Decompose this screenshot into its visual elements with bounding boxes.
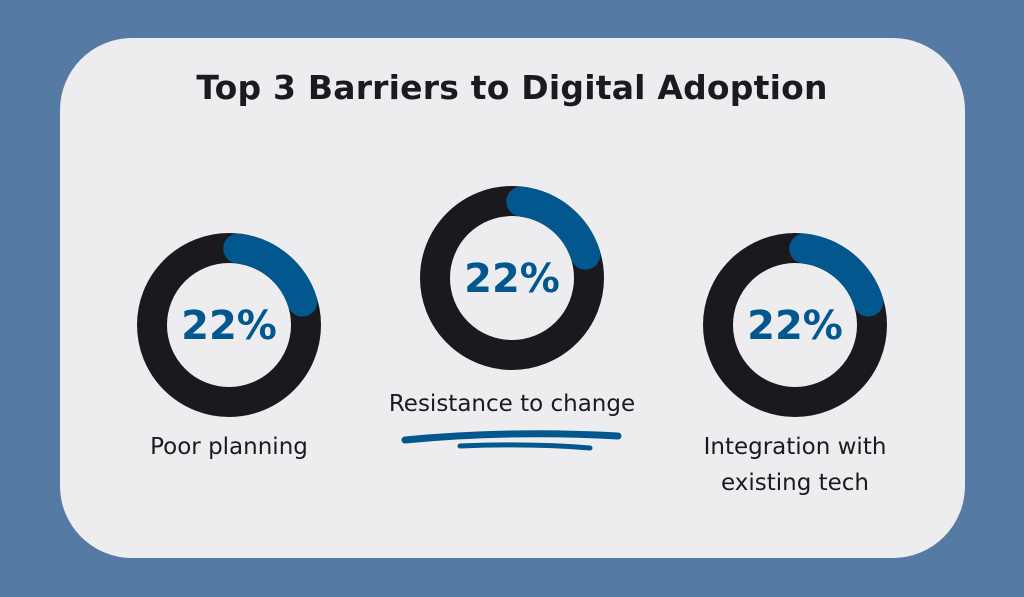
- label-line: Integration with: [703, 434, 887, 460]
- donut-value-arc: [506, 186, 601, 270]
- chart-title: Top 3 Barriers to Digital Adoption: [196, 68, 828, 107]
- underline-decoration: [401, 430, 622, 451]
- label-resistance-to-change: Resistance to change: [388, 391, 636, 417]
- card: [60, 38, 965, 558]
- donut-value-label: 22%: [181, 303, 277, 349]
- label-poor-planning: Poor planning: [150, 434, 308, 460]
- donut-0: 22%: [137, 233, 321, 417]
- label-integration: Integration with existing tech: [645, 429, 945, 501]
- donut-2: 22%: [703, 233, 887, 417]
- donut-value-label: 22%: [464, 256, 560, 302]
- donut-value-arc: [223, 233, 318, 317]
- donut-value-label: 22%: [747, 303, 843, 349]
- donut-1: 22%: [420, 186, 604, 370]
- label-line: existing tech: [720, 470, 870, 496]
- donut-value-arc: [789, 233, 884, 317]
